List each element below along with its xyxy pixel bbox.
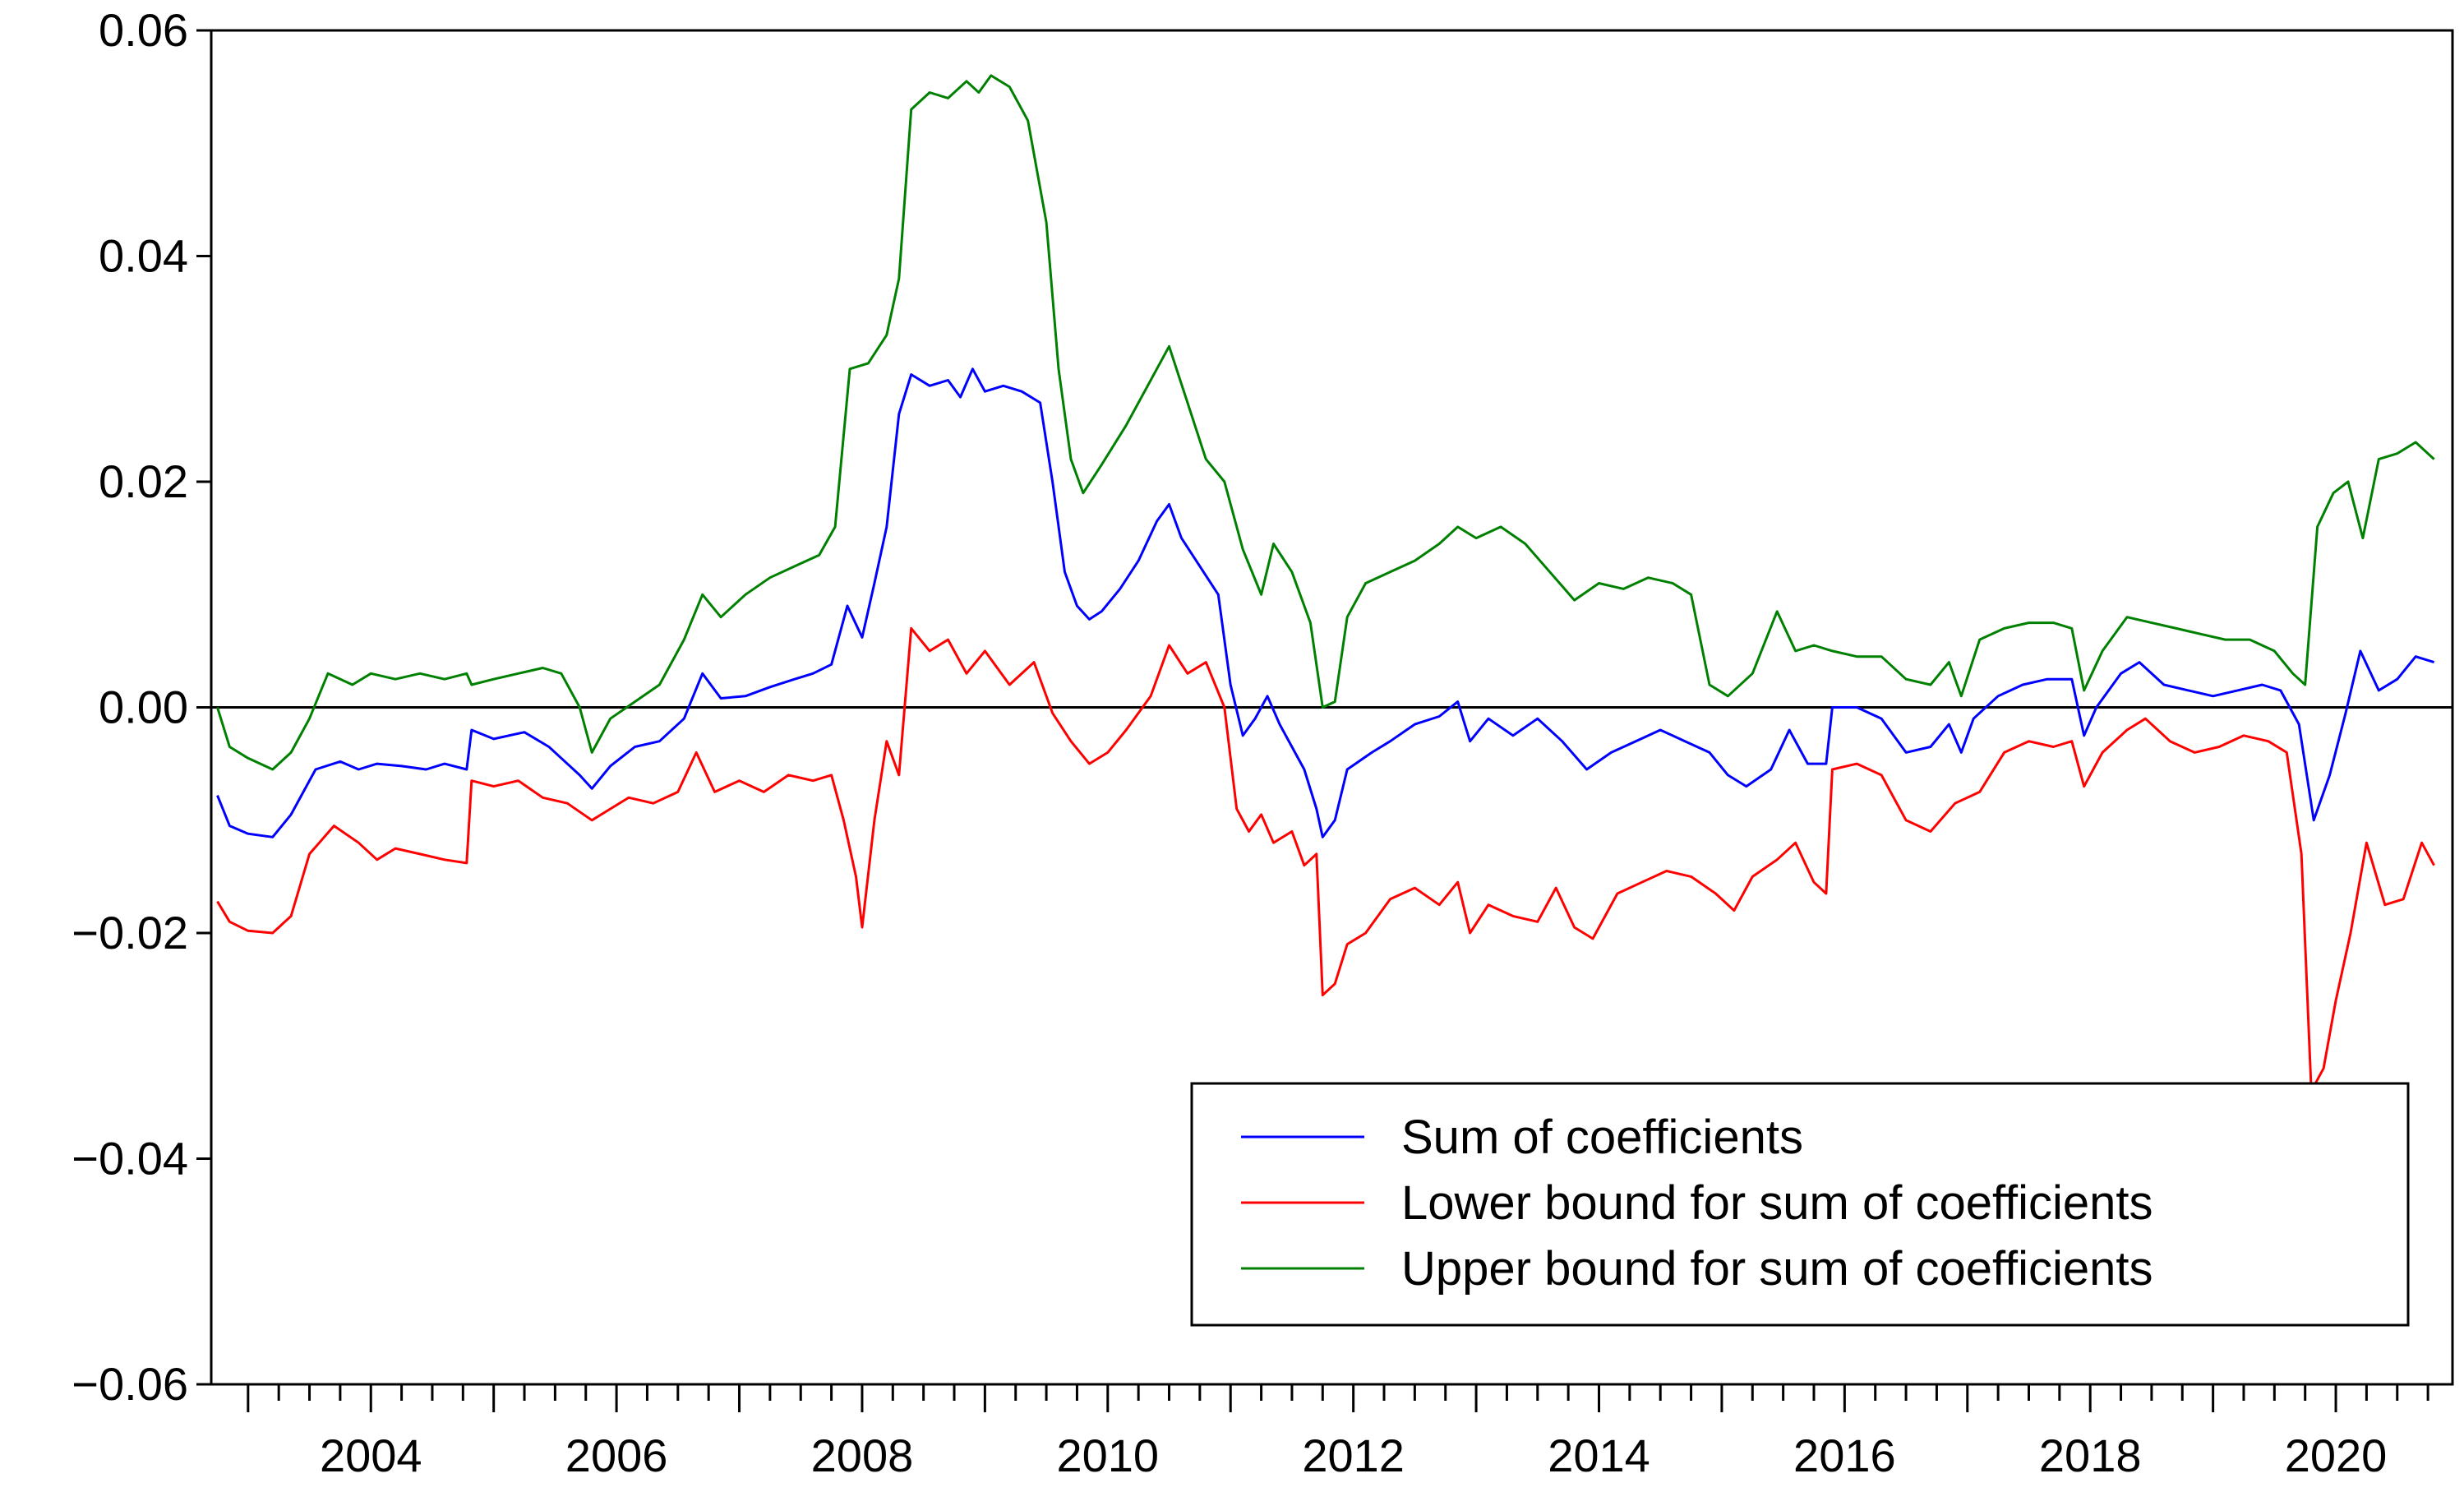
series-line-3 <box>216 74 2435 771</box>
y-tick-label: −0.04 <box>72 1133 188 1185</box>
series-line-2 <box>216 626 2435 1092</box>
axes-layer: 0.06 0.04 0.02 0.00 −0.02 −0.04 −0.06 2004 2006 2… <box>72 4 2452 1481</box>
y-tick-label: −0.06 <box>72 1358 188 1410</box>
legend-label-1: Sum of coefficients <box>1401 1111 1803 1164</box>
x-tick-label: 2016 <box>1793 1430 1896 1481</box>
x-tick-label: 2020 <box>2285 1430 2388 1481</box>
x-tick-label: 2006 <box>565 1430 668 1481</box>
legend-label-3: Upper bound for sum of coefficients <box>1401 1242 2153 1296</box>
series-layer <box>216 74 2435 1092</box>
x-tick-label: 2018 <box>2039 1430 2142 1481</box>
legend: Sum of coefficients Lower bound for sum o… <box>1190 1082 2410 1327</box>
x-tick-label: 2004 <box>320 1430 422 1481</box>
y-tick-label: 0.00 <box>99 681 188 733</box>
x-tick-label: 2012 <box>1302 1430 1405 1481</box>
plot-frame <box>210 29 2454 1386</box>
legend-label-2: Lower bound for sum of coefficients <box>1401 1176 2153 1230</box>
x-tick-label: 2014 <box>1548 1430 1650 1481</box>
y-tick-label: −0.02 <box>72 907 188 958</box>
y-tick-label: 0.02 <box>99 455 188 507</box>
x-tick-label: 2008 <box>811 1430 914 1481</box>
x-tick-label: 2010 <box>1057 1430 1160 1481</box>
y-tick-label: 0.06 <box>99 4 188 56</box>
y-tick-label: 0.04 <box>99 230 188 282</box>
legend-box <box>1190 1082 2410 1327</box>
series-line-1 <box>216 367 2435 838</box>
